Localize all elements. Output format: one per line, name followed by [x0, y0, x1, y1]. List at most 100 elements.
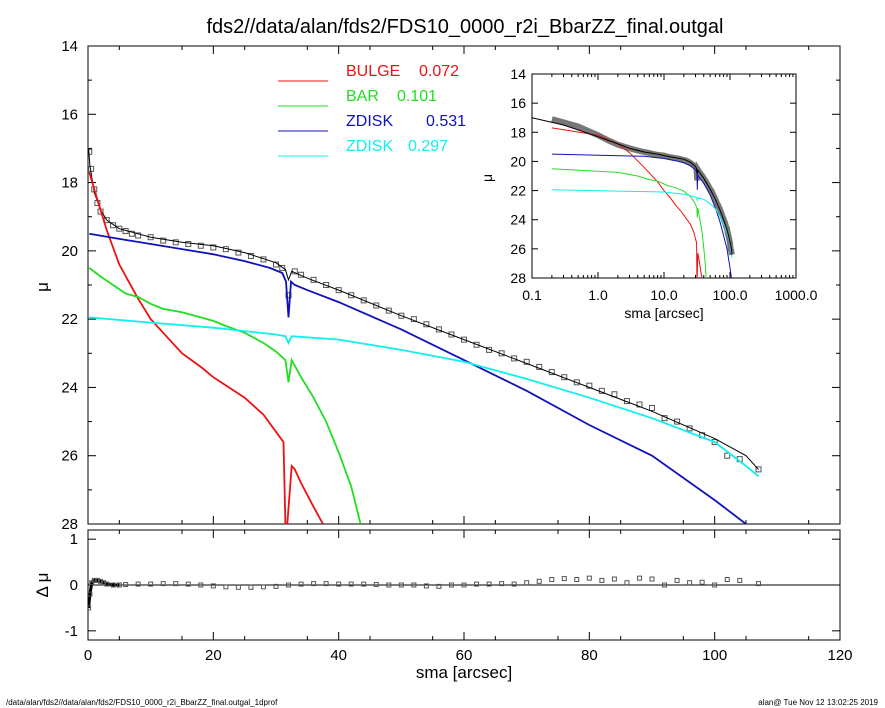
inset-y-tick-label: 14 — [510, 66, 526, 82]
inset-x-tick-label: 100.0 — [712, 287, 747, 303]
x-tick-label: 40 — [330, 647, 347, 664]
residual-point — [549, 577, 555, 582]
inset-series-line-zdisk2 — [551, 189, 733, 258]
residual-point — [436, 583, 442, 589]
residual-point — [737, 577, 743, 583]
residual-point — [712, 582, 718, 588]
residual-point — [273, 583, 279, 589]
data-point — [461, 336, 467, 343]
data-point — [285, 292, 292, 299]
inset-y-tick-label: 28 — [510, 270, 526, 286]
residual-point — [423, 583, 429, 589]
main-y-axis-label: μ — [33, 282, 52, 292]
residual-point — [94, 577, 100, 583]
residual-y-tick-label: 1 — [70, 531, 78, 548]
legend-value: 0.531 — [426, 113, 466, 130]
series-line-zdisk2 — [89, 316, 760, 477]
residual-point — [561, 576, 567, 582]
residual-point — [235, 584, 241, 590]
data-point — [755, 466, 762, 473]
legend-label: ZDISK — [346, 138, 393, 155]
inset-axes: 14 16 18 20 22 24 26 280.1 1.0 10.0 100.0 1000.0 — [510, 66, 817, 303]
residual-point — [448, 582, 454, 588]
inset-x-tick-label: 1000.0 — [775, 287, 818, 303]
residual-point — [123, 582, 129, 588]
residual-point — [724, 577, 730, 582]
inset-model-line — [532, 117, 733, 255]
residual-point — [524, 580, 530, 586]
legend-label: BAR — [346, 88, 379, 105]
main-series-group — [88, 148, 762, 524]
data-point — [185, 241, 192, 248]
residual-point — [311, 581, 317, 587]
inset-y-tick-label: 16 — [510, 95, 526, 111]
residual-point — [574, 577, 580, 582]
residual-point — [687, 580, 693, 586]
residual-point — [185, 581, 191, 587]
x-tick-label: 60 — [456, 647, 473, 664]
data-point — [523, 358, 530, 365]
legend-label: ZDISK — [346, 113, 393, 130]
residual-point — [599, 577, 605, 583]
data-point — [279, 264, 286, 271]
residual-point — [348, 581, 354, 587]
residual-point — [361, 581, 367, 587]
residual-axes: 1 0 -1 0 20 40 60 80 100 120 — [65, 530, 853, 664]
data-point — [247, 252, 254, 259]
legend-value: 0.072 — [419, 63, 459, 80]
residual-y-tick-label: -1 — [65, 623, 78, 640]
residual-point — [101, 580, 107, 586]
residual-point — [104, 581, 110, 587]
residual-point — [116, 582, 122, 588]
residual-point — [323, 581, 329, 587]
data-point — [398, 312, 405, 319]
data-point — [348, 292, 355, 299]
inset-series-line-bar — [551, 168, 707, 278]
residual-point — [173, 581, 179, 587]
residual-y-axis-label: Δ μ — [33, 573, 52, 598]
inset-series-group — [532, 116, 735, 278]
main-y-tick-label: 26 — [61, 448, 78, 465]
main-x-axis-label: sma [arcsec] — [416, 663, 512, 682]
data-point — [385, 307, 392, 314]
inset-y-tick-label: 24 — [510, 212, 526, 228]
residual-point — [699, 579, 705, 585]
residual-point — [198, 582, 204, 588]
residual-series-group — [88, 575, 840, 611]
main-y-tick-label: 28 — [61, 516, 78, 533]
residual-point — [649, 576, 655, 582]
model-total-line — [88, 148, 759, 470]
data-point — [335, 287, 342, 294]
residual-point — [260, 584, 266, 590]
main-y-tick-label: 20 — [61, 243, 78, 260]
residual-point — [88, 591, 93, 597]
x-tick-label: 80 — [581, 647, 598, 664]
inset-y-tick-label: 20 — [510, 153, 526, 169]
residual-point — [223, 584, 229, 590]
residual-point — [674, 577, 680, 583]
residual-point — [611, 576, 617, 582]
series-line-bar — [88, 267, 362, 524]
inset-plot-frame — [531, 73, 797, 279]
main-y-tick-label: 24 — [61, 379, 78, 396]
inset-y-axis-label: μ — [479, 174, 495, 182]
residual-point — [373, 582, 379, 588]
residual-point — [248, 584, 254, 590]
data-point — [210, 244, 217, 251]
data-point — [511, 355, 518, 362]
data-point — [197, 242, 204, 249]
x-tick-label: 100 — [702, 647, 727, 664]
data-point — [473, 341, 480, 348]
data-point — [323, 282, 330, 288]
inset-x-tick-label: 1.0 — [588, 287, 608, 303]
residual-point — [474, 581, 480, 587]
series-line-bulge — [88, 172, 324, 524]
residual-point — [88, 605, 92, 611]
residual-point — [662, 582, 668, 588]
legend-label: BULGE — [346, 63, 400, 80]
data-point — [128, 230, 135, 237]
residual-point — [756, 581, 762, 587]
data-point — [586, 382, 593, 389]
